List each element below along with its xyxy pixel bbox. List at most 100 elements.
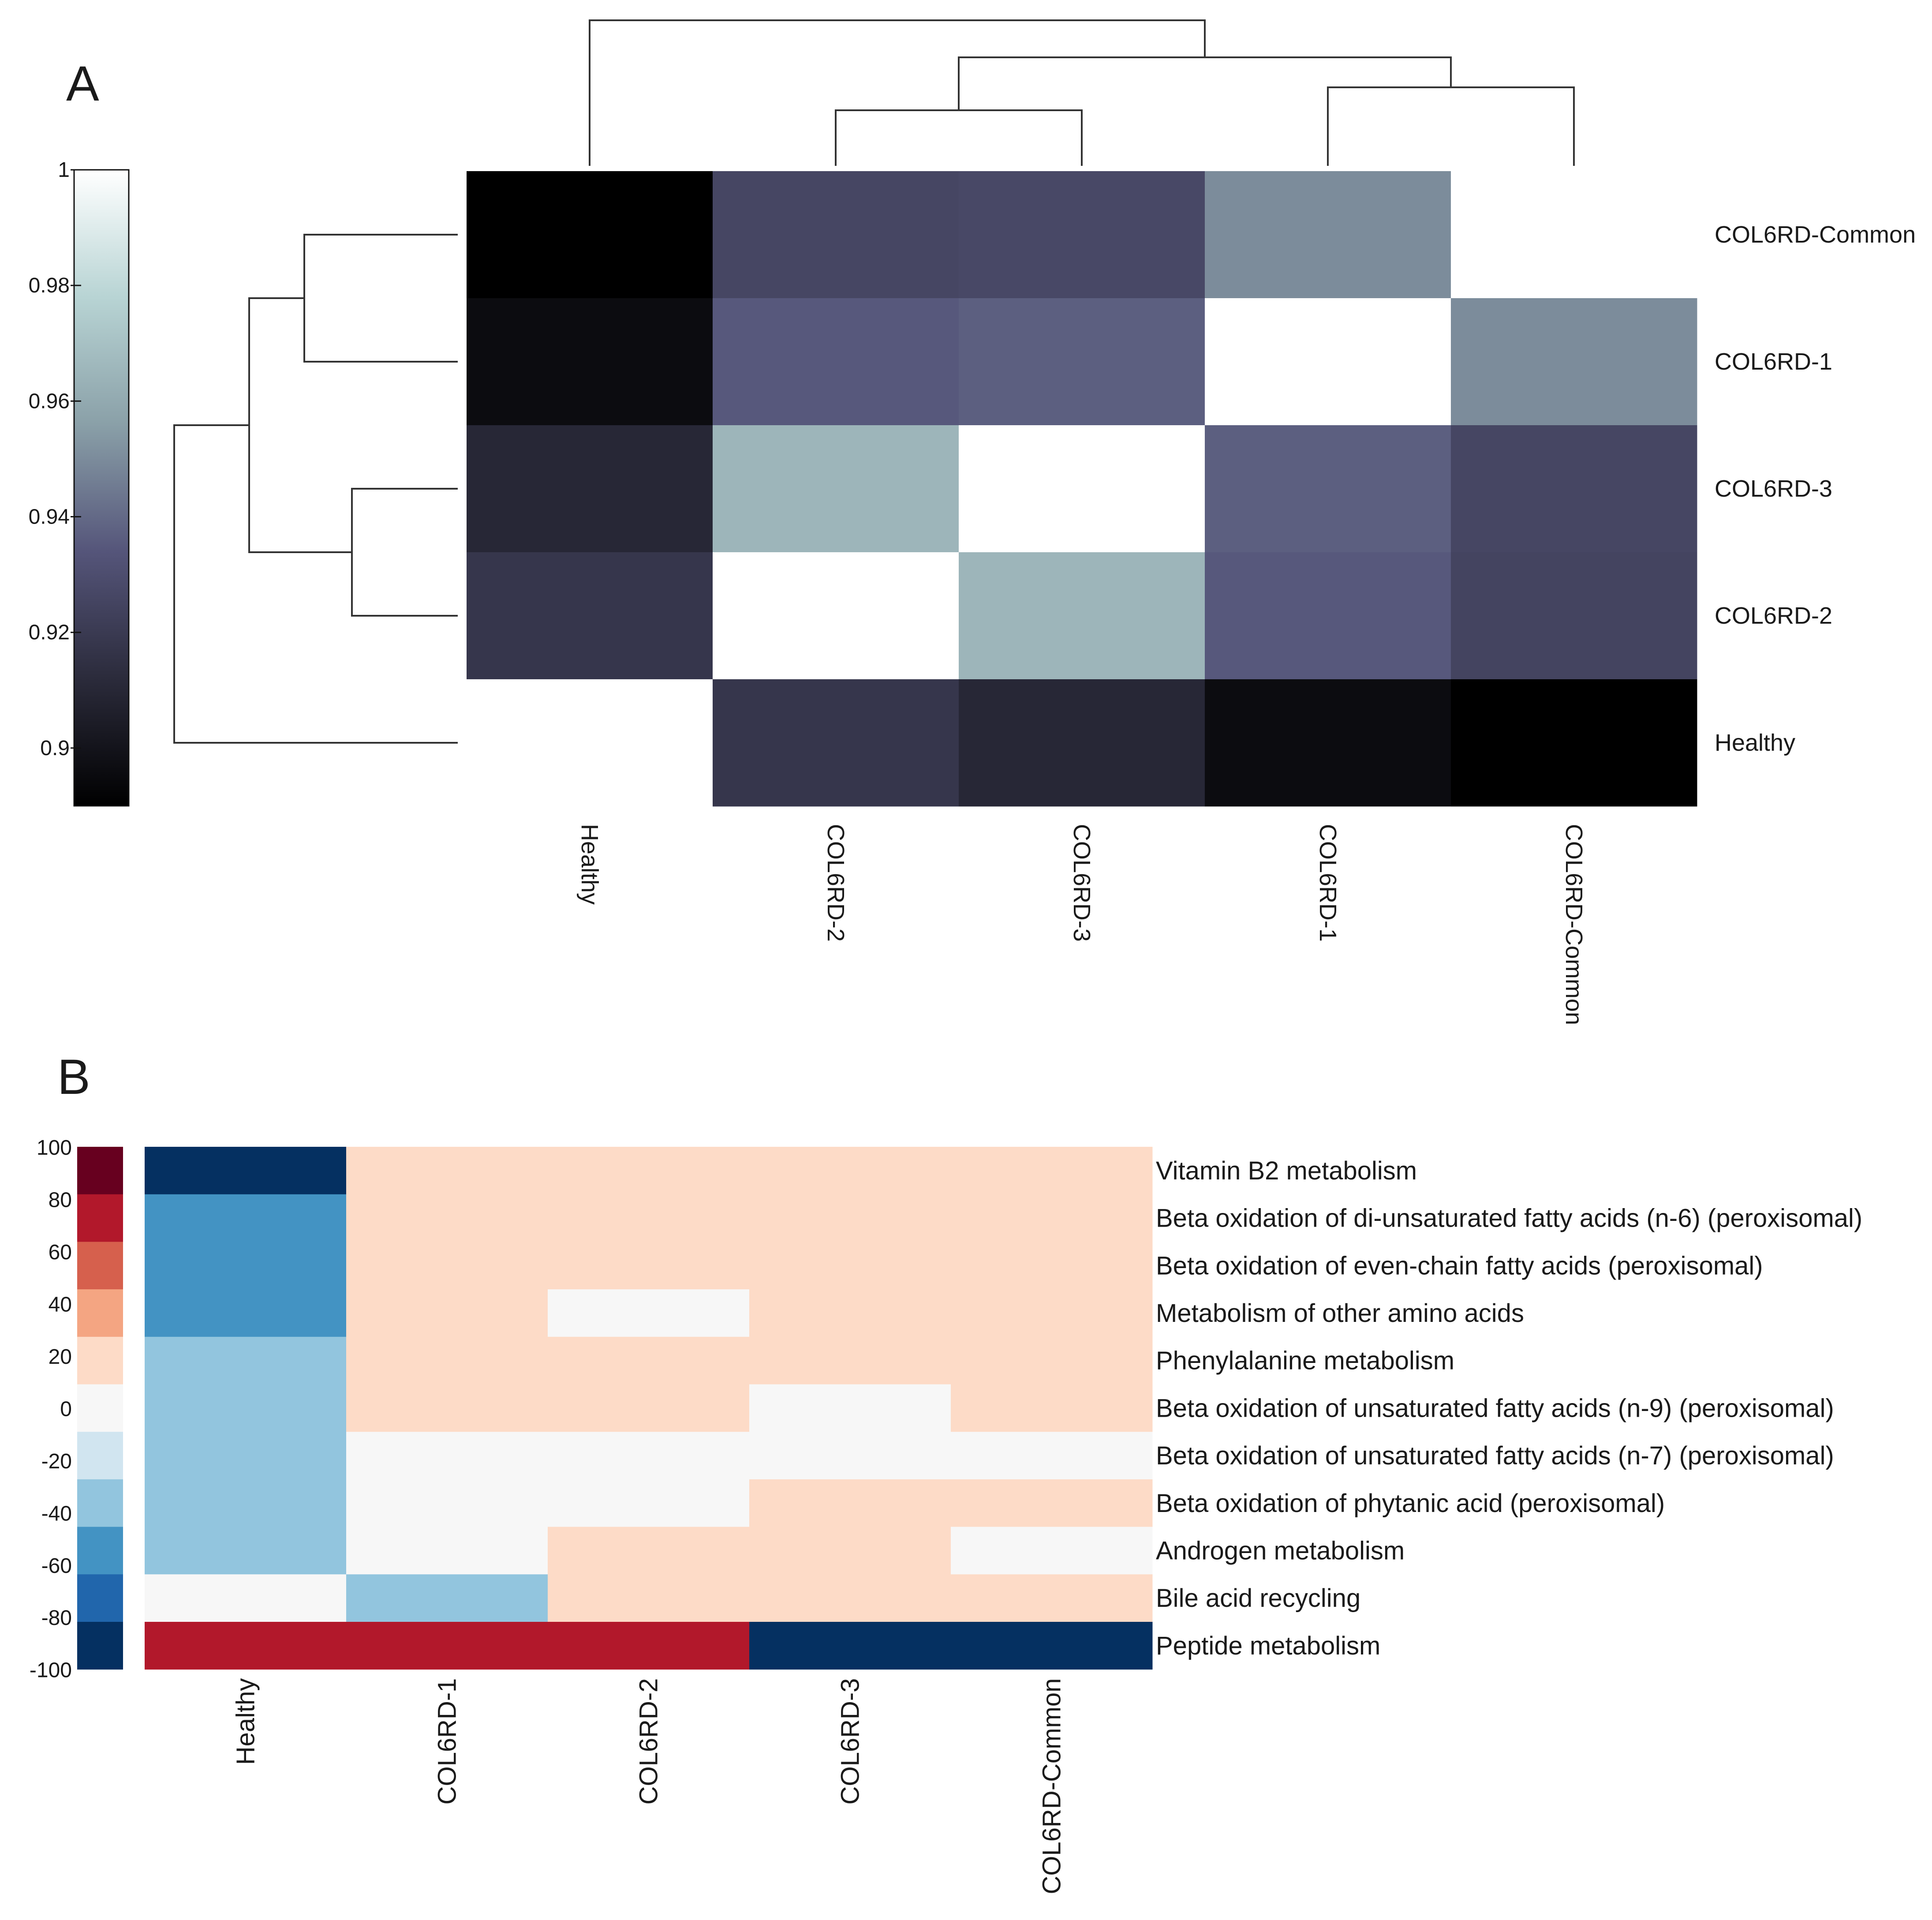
colorbar-b-tick-label: 20	[49, 1345, 72, 1369]
colorbar-b-segment	[77, 1194, 123, 1242]
row-label-b-beta-oxidation-of-di-unsaturated-fatty-acids-n-6: Beta oxidation of di-unsaturated fatty a…	[1156, 1204, 1862, 1233]
heatmap-b-cell-beta-oxidation-of-unsaturated-fatty-acid-col6rd-1	[346, 1384, 548, 1432]
row-label-a-healthy: Healthy	[1715, 730, 1795, 756]
column-label-b-col6rd-1: COL6RD-1	[433, 1678, 462, 1805]
heatmap-a-cell-healthy-col6rd-2	[713, 679, 959, 807]
panel-a: A 10.980.960.940.920.9 COL6RD-CommonCOL6…	[29, 19, 1916, 1025]
heatmap-b-cell-beta-oxidation-of-even-chain-fatty-acids-col6rd-3	[749, 1242, 951, 1290]
colorbar-a-tick-label: 0.92	[29, 621, 70, 644]
heatmap-b-cell-bile-acid-recycling-col6rd-3	[749, 1574, 951, 1622]
heatmap-b-cell-beta-oxidation-of-unsaturated-fatty-acid-col6rd-2	[548, 1432, 750, 1480]
colorbar-b-tick-label: 60	[49, 1241, 72, 1264]
column-label-a-healthy: Healthy	[576, 824, 603, 905]
heatmap-a-cell-col6rd-common-col6rd-2	[713, 171, 959, 299]
colorbar-b-tick-label: -80	[41, 1606, 72, 1630]
panel-b: B 100 80 60 40 20 0 -20 -40 -60 -80 -100 Vitamin B…	[30, 1049, 1862, 1894]
heatmap-b-cell-beta-oxidation-of-di-unsaturated-fatty-a-col6rd-common	[951, 1194, 1153, 1242]
row-label-a-col6rd-3: COL6RD-3	[1715, 475, 1832, 502]
colorbar-b-segment	[77, 1432, 123, 1480]
heatmap-a-cell-col6rd-3-col6rd-3	[959, 425, 1205, 553]
heatmap-b-cell-beta-oxidation-of-phytanic-acid-peroxiso-col6rd-2	[548, 1479, 750, 1527]
heatmap-b-cell-beta-oxidation-of-phytanic-acid-peroxiso-healthy	[145, 1479, 347, 1527]
panel-a-row-dendrogram	[173, 234, 458, 744]
heatmap-a-cell-col6rd-2-col6rd-1	[1205, 552, 1451, 680]
colorbar-a-tick-label: 0.98	[29, 274, 70, 297]
heatmap-a-cell-col6rd-2-healthy	[467, 552, 713, 680]
heatmap-b-cell-beta-oxidation-of-unsaturated-fatty-acid-col6rd-2	[548, 1384, 750, 1432]
colorbar-b-segment	[77, 1527, 123, 1575]
colorbar-b-tick-label: -20	[41, 1450, 72, 1473]
colorbar-a-scale	[73, 169, 130, 807]
heatmap-b-cell-metabolism-of-other-amino-acids-col6rd-common	[951, 1289, 1153, 1337]
panel-a-heatmap-cells	[467, 171, 1697, 807]
heatmap-b-cell-androgen-metabolism-col6rd-2	[548, 1527, 750, 1575]
colorbar-b-tick-label: -100	[30, 1659, 72, 1682]
heatmap-b-cell-peptide-metabolism-col6rd-1	[346, 1622, 548, 1670]
colorbar-b-segment	[77, 1147, 123, 1195]
heatmap-b-cell-androgen-metabolism-col6rd-3	[749, 1527, 951, 1575]
heatmap-a-cell-col6rd-1-healthy	[467, 298, 713, 426]
heatmap-b-cell-beta-oxidation-of-unsaturated-fatty-acid-healthy	[145, 1432, 347, 1480]
row-label-b-vitamin-b2-metabolism: Vitamin B2 metabolism	[1156, 1156, 1417, 1185]
panel-a-colorbar: 1 0.98 0.96 0.94 0.92 0.9	[29, 158, 130, 807]
heatmap-b-cell-phenylalanine-metabolism-healthy	[145, 1336, 347, 1385]
colorbar-b-segment	[77, 1336, 123, 1385]
column-label-a-col6rd-3: COL6RD-3	[1069, 824, 1095, 942]
heatmap-b-cell-vitamin-b2-metabolism-healthy	[145, 1147, 347, 1195]
heatmap-b-cell-bile-acid-recycling-col6rd-2	[548, 1574, 750, 1622]
heatmap-a-cell-col6rd-common-col6rd-common	[1451, 171, 1697, 299]
colorbar-b-tick-label: -40	[41, 1502, 72, 1525]
row-label-b-peptide-metabolism: Peptide metabolism	[1156, 1632, 1380, 1660]
column-label-b-healthy: Healthy	[232, 1678, 260, 1765]
heatmap-b-cell-metabolism-of-other-amino-acids-healthy	[145, 1289, 347, 1337]
heatmap-a-cell-healthy-col6rd-3	[959, 679, 1205, 807]
heatmap-a-cell-col6rd-3-healthy	[467, 425, 713, 553]
heatmap-b-cell-beta-oxidation-of-unsaturated-fatty-acid-col6rd-1	[346, 1432, 548, 1480]
row-label-b-beta-oxidation-of-phytanic-acid-peroxisomal: Beta oxidation of phytanic acid (peroxis…	[1156, 1489, 1665, 1518]
heatmap-a-cell-col6rd-3-col6rd-2	[713, 425, 959, 553]
colorbar-b-segment	[77, 1479, 123, 1527]
heatmap-a-cell-col6rd-common-healthy	[467, 171, 713, 299]
heatmap-b-cell-beta-oxidation-of-di-unsaturated-fatty-a-col6rd-2	[548, 1194, 750, 1242]
row-label-a-col6rd-1: COL6RD-1	[1715, 348, 1832, 375]
colorbar-b-segment	[77, 1622, 123, 1670]
heatmap-b-cell-metabolism-of-other-amino-acids-col6rd-1	[346, 1289, 548, 1337]
heatmap-b-cell-beta-oxidation-of-even-chain-fatty-acids-healthy	[145, 1242, 347, 1290]
heatmap-a-cell-col6rd-3-col6rd-1	[1205, 425, 1451, 553]
row-label-b-bile-acid-recycling: Bile acid recycling	[1156, 1584, 1360, 1613]
colorbar-b-tick-label: -60	[41, 1554, 72, 1578]
column-dendrogram-link-healthy	[589, 19, 1206, 166]
panel-a-row-labels: COL6RD-Common COL6RD-1 COL6RD-3 COL6RD-2 Hea…	[1715, 221, 1916, 756]
row-label-a-col6rd-common: COL6RD-Common	[1715, 221, 1916, 248]
panel-b-label: B	[57, 1049, 90, 1104]
heatmap-b-cell-phenylalanine-metabolism-col6rd-2	[548, 1336, 750, 1385]
heatmap-a-cell-col6rd-common-col6rd-1	[1205, 171, 1451, 299]
heatmap-b-cell-peptide-metabolism-healthy	[145, 1622, 347, 1670]
row-label-b-metabolism-of-other-amino-acids: Metabolism of other amino acids	[1156, 1299, 1524, 1328]
heatmap-b-cell-vitamin-b2-metabolism-col6rd-common	[951, 1147, 1153, 1195]
panel-b-row-labels: Vitamin B2 metabolism Beta oxidation of d…	[1156, 1156, 1862, 1660]
colorbar-b-segment	[77, 1384, 123, 1432]
column-label-a-col6rd-2: COL6RD-2	[822, 824, 849, 942]
colorbar-b-tick-label: 40	[49, 1293, 72, 1316]
heatmap-b-cell-beta-oxidation-of-di-unsaturated-fatty-a-col6rd-1	[346, 1194, 548, 1242]
heatmap-b-cell-beta-oxidation-of-unsaturated-fatty-acid-col6rd-3	[749, 1384, 951, 1432]
row-label-b-beta-oxidation-of-unsaturated-fatty-acids-n-7-pe: Beta oxidation of unsaturated fatty acid…	[1156, 1441, 1834, 1470]
row-dendrogram-link-healthy	[173, 424, 458, 744]
heatmap-a-cell-col6rd-2-col6rd-2	[713, 552, 959, 680]
heatmap-a-cell-healthy-healthy	[467, 679, 713, 807]
heatmap-b-cell-beta-oxidation-of-unsaturated-fatty-acid-col6rd-common	[951, 1432, 1153, 1480]
heatmap-b-cell-vitamin-b2-metabolism-col6rd-2	[548, 1147, 750, 1195]
heatmap-b-cell-beta-oxidation-of-di-unsaturated-fatty-a-healthy	[145, 1194, 347, 1242]
heatmap-a-cell-col6rd-3-col6rd-common	[1451, 425, 1697, 553]
heatmap-a-cell-healthy-col6rd-common	[1451, 679, 1697, 807]
heatmap-b-cell-peptide-metabolism-col6rd-3	[749, 1622, 951, 1670]
heatmap-b-cell-peptide-metabolism-col6rd-2	[548, 1622, 750, 1670]
heatmap-a-cell-col6rd-1-col6rd-common	[1451, 298, 1697, 426]
heatmap-b-cell-beta-oxidation-of-unsaturated-fatty-acid-healthy	[145, 1384, 347, 1432]
colorbar-b-segment	[77, 1289, 123, 1337]
panel-b-heatmap-cells	[145, 1147, 1153, 1670]
heatmap-a-cell-col6rd-2-col6rd-common	[1451, 552, 1697, 680]
colorbar-b-tick-label: 0	[60, 1397, 72, 1421]
